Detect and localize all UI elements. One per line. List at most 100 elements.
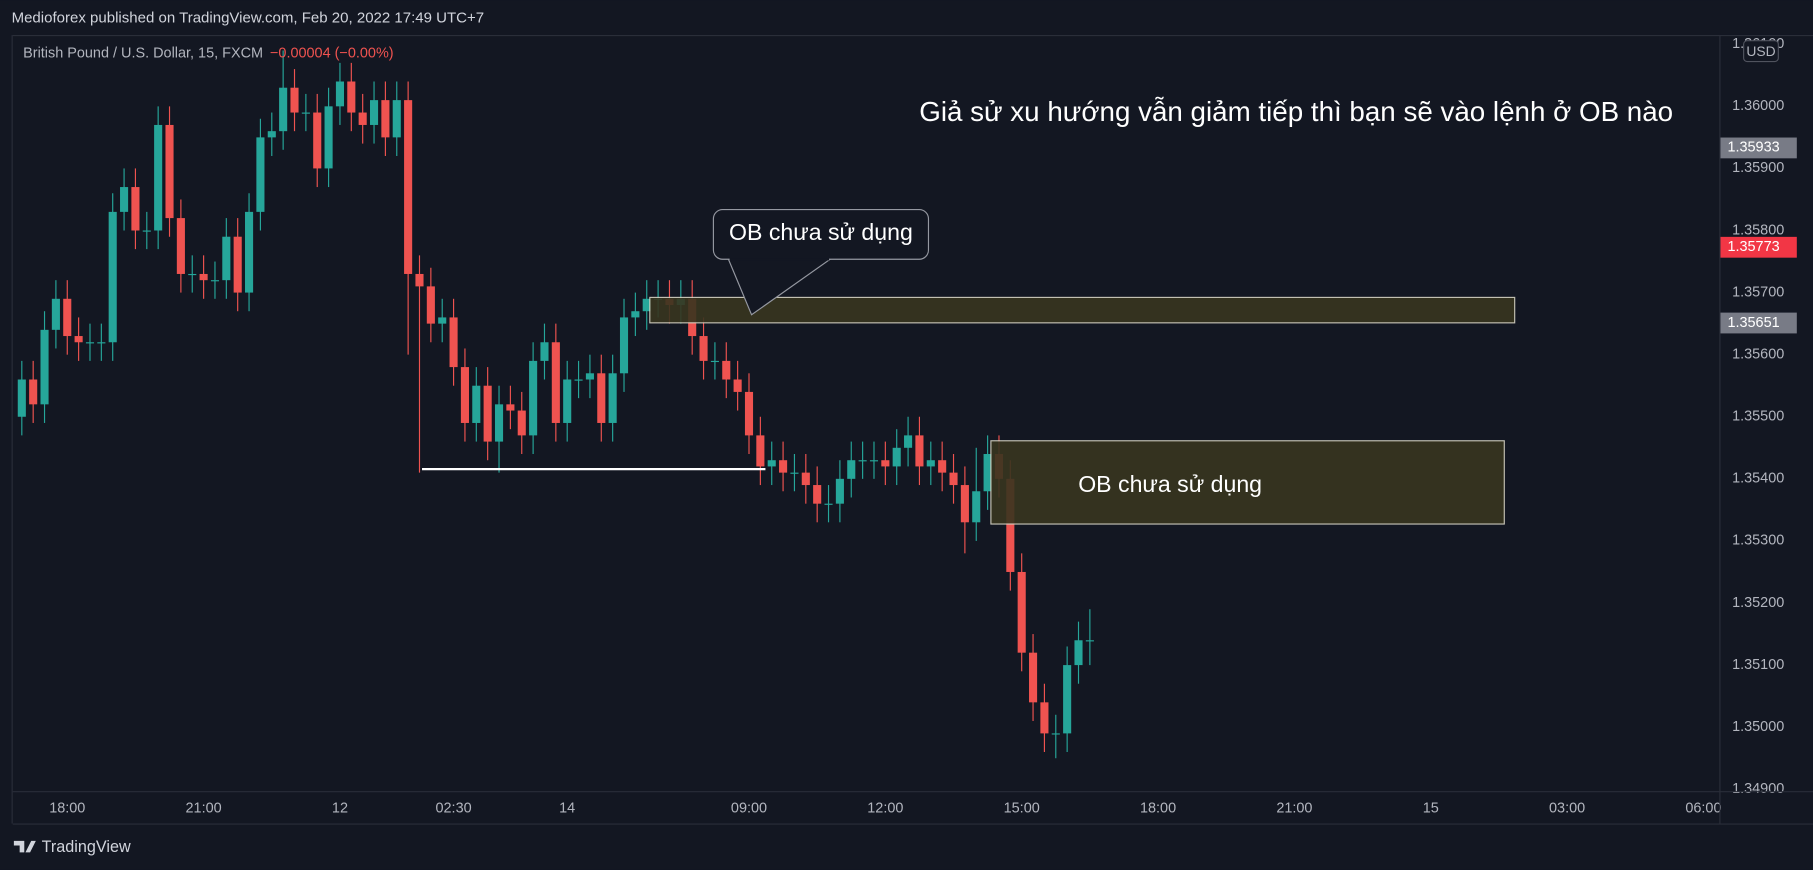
x-tick-label: 21:00 [186, 800, 222, 816]
annotation: Giả sử xu hướng vẫn giảm tiếp thì bạn sẽ… [919, 96, 1673, 127]
candle-body [245, 211, 254, 293]
candle-body [313, 112, 322, 169]
currency: USD [1746, 43, 1775, 59]
candle-body [551, 342, 560, 423]
candle-body [358, 112, 367, 125]
candle-body [108, 211, 117, 343]
candle-body [165, 124, 174, 219]
candle-body [392, 100, 401, 138]
candle-body [1063, 665, 1072, 734]
candle-body [744, 391, 754, 436]
candle-body [199, 273, 208, 281]
candle-body [585, 373, 594, 380]
y-axis-panel [1719, 34, 1813, 792]
ob-label: OB chưa sử dụng [729, 219, 913, 245]
y-tick-label: 1.35600 [1732, 346, 1784, 362]
candle-body [369, 100, 379, 125]
candle-body [131, 187, 140, 231]
y-tick-label: 1.35700 [1732, 284, 1784, 300]
candle-body [517, 410, 526, 436]
candle-body [733, 379, 742, 392]
y-tick-label: 1.36000 [1732, 98, 1784, 114]
candle-body [1006, 478, 1015, 572]
candle-body [460, 367, 469, 423]
candle-body [506, 404, 515, 411]
y-tick-label: 1.34900 [1732, 781, 1784, 797]
x-tick-label: 12:00 [867, 800, 903, 816]
candle-body [960, 485, 969, 523]
candle-body [120, 187, 129, 212]
candle-body [1074, 640, 1083, 666]
y-tick-label: 1.35100 [1732, 657, 1784, 673]
candle-body [17, 379, 26, 417]
price-tag [1720, 137, 1797, 159]
y-tick-label: 1.35300 [1732, 533, 1784, 549]
candle-body [347, 81, 356, 113]
candle-body [631, 311, 640, 318]
candle-body [29, 379, 38, 405]
candle-body [847, 460, 856, 479]
source: Medioforex published on TradingView.com,… [12, 10, 485, 27]
candle-body [938, 460, 947, 473]
ob-label: OB chưa sử dụng [1078, 471, 1262, 497]
candle-body [381, 100, 390, 138]
candle-body [404, 100, 413, 274]
candle-body [699, 336, 708, 361]
candle-body [710, 360, 719, 363]
candle-body [779, 460, 788, 473]
y-tick-label: 1.35800 [1732, 222, 1784, 238]
candle-body [1017, 571, 1026, 653]
candle-body [63, 298, 72, 337]
candle-body [904, 435, 913, 448]
candle-body [472, 385, 481, 423]
candle-body [301, 112, 310, 114]
candle-body [915, 435, 924, 467]
candle-body [892, 447, 901, 467]
candle-body [813, 485, 822, 504]
x-tick-label: 15:00 [1004, 800, 1040, 816]
price-tag [1720, 312, 1797, 334]
x-tick-label: 18:00 [49, 800, 85, 816]
candle-body [529, 360, 538, 436]
price-tag-label: 1.35651 [1727, 315, 1779, 331]
candle-body [619, 317, 629, 374]
x-tick-label: 21:00 [1276, 800, 1312, 816]
candle-body [176, 218, 185, 274]
candle-body [1040, 702, 1049, 734]
candle-body [142, 230, 151, 232]
candle-body [563, 379, 572, 423]
candle-body [949, 472, 958, 486]
candle-body [540, 342, 549, 361]
change: −0.00004 (−0.00%) [270, 45, 394, 61]
candle-body [51, 298, 60, 330]
order-block [649, 296, 1516, 324]
candle-body [756, 435, 765, 467]
candle-body [824, 503, 833, 505]
candle-body [74, 336, 83, 343]
candle-body [790, 472, 799, 474]
candle-body [210, 280, 220, 282]
candle-body [1051, 733, 1060, 735]
candle-body [869, 460, 879, 462]
x-tick-label: 14 [559, 800, 575, 816]
candle-body [494, 404, 504, 442]
candle-body [335, 81, 345, 107]
candle-body [926, 460, 935, 467]
x-tick-label: 18:00 [1140, 800, 1176, 816]
x-tick-label: 12 [332, 800, 348, 816]
x-tick-label: 06:00 [1685, 800, 1721, 816]
price-tag-label: 1.35773 [1727, 239, 1779, 255]
candle-body [438, 317, 447, 324]
candle-body [597, 373, 606, 423]
candle-body [972, 491, 981, 523]
x-tick-label: 03:00 [1549, 800, 1585, 816]
y-axis: 1.361001.360001.359001.358001.357001.356… [1720, 36, 1797, 797]
candle-body [642, 298, 651, 312]
candle-body [279, 87, 288, 132]
price-tag [1720, 236, 1797, 258]
y-tick-label: 1.35200 [1732, 595, 1784, 611]
candle-body [608, 373, 617, 423]
candle-body [154, 124, 163, 231]
candle-body [222, 236, 231, 281]
